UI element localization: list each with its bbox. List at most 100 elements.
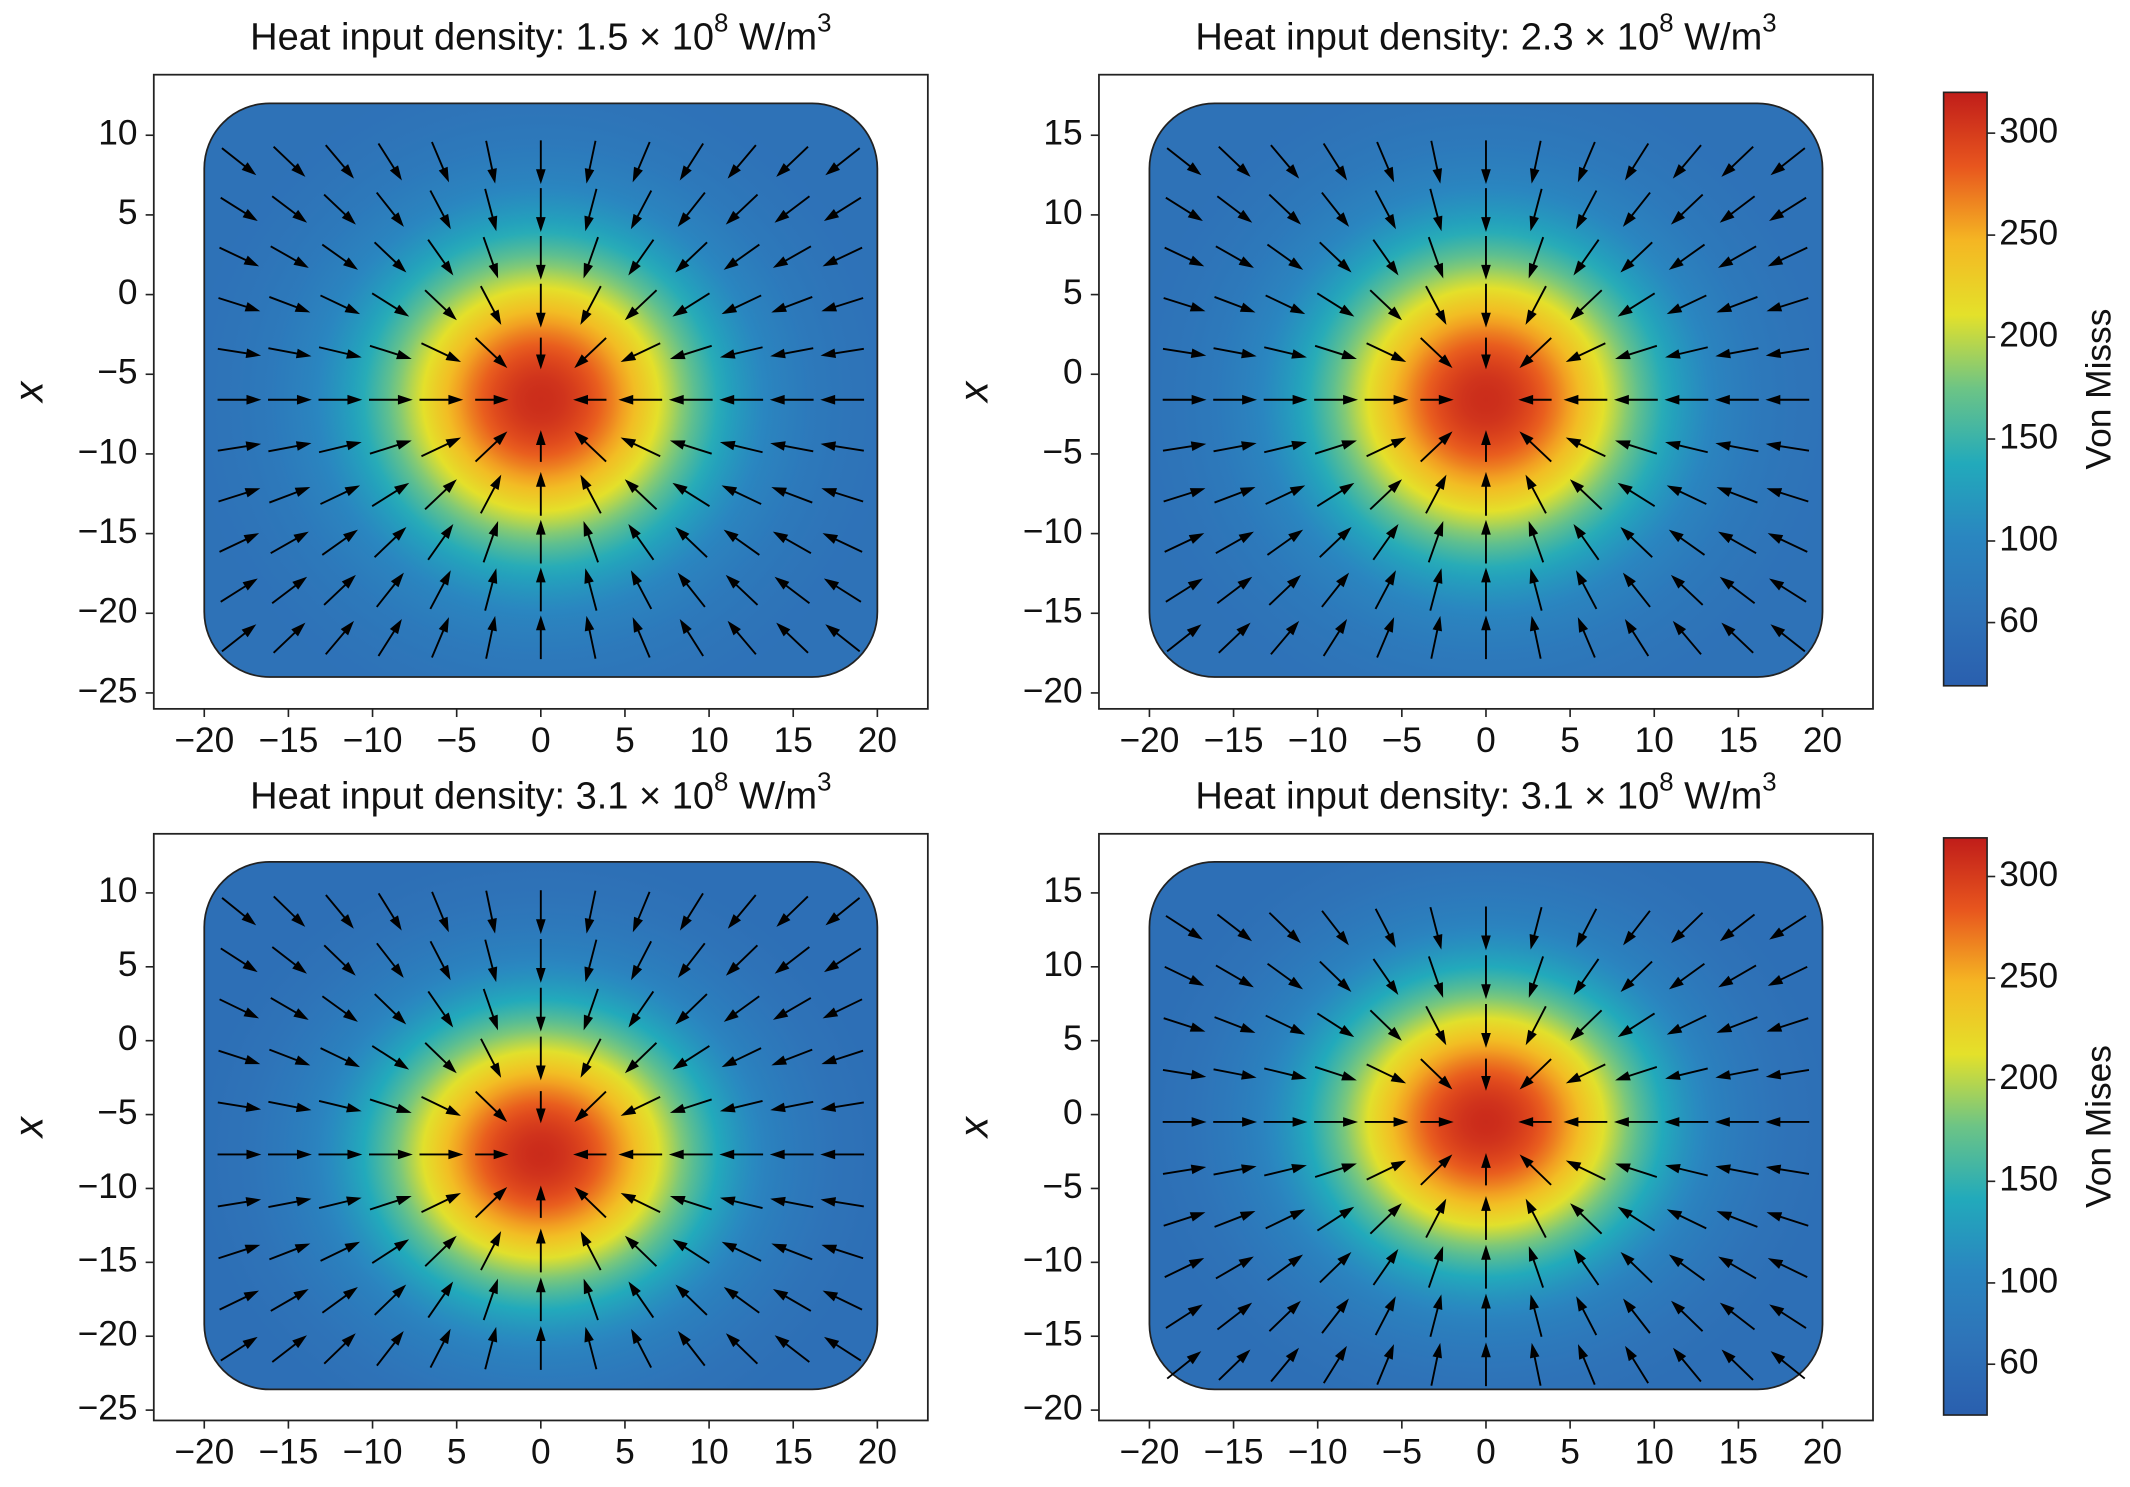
quiver-arrow bbox=[771, 1048, 813, 1066]
y-tick-label: 5 bbox=[1063, 273, 1083, 312]
quiver-arrow bbox=[584, 188, 598, 232]
quiver-arrow bbox=[1321, 910, 1349, 946]
quiver-arrow bbox=[1519, 1154, 1552, 1186]
y-axis-label: x bbox=[950, 380, 996, 404]
quiver-arrow bbox=[272, 622, 306, 654]
panel-title: Heat input density: 2.3 × 108 W/m3 bbox=[1195, 9, 1776, 58]
quiver-arrow bbox=[482, 1278, 498, 1321]
quiver-arrow bbox=[723, 243, 760, 270]
quiver-arrow bbox=[479, 285, 502, 325]
quiver-arrow bbox=[584, 568, 598, 611]
quiver-arrow bbox=[371, 1239, 410, 1264]
quiver-arrow bbox=[1165, 1304, 1203, 1329]
quiver-arrow bbox=[1715, 1164, 1759, 1176]
quiver-arrow bbox=[1266, 1254, 1304, 1281]
quiver-arrow bbox=[1665, 440, 1708, 454]
quiver-arrow bbox=[573, 1149, 607, 1160]
quiver-arrow bbox=[820, 1197, 864, 1208]
quiver-arrow bbox=[1369, 289, 1403, 321]
quiver-arrow bbox=[374, 1284, 407, 1316]
quiver-arrow bbox=[771, 296, 813, 313]
quiver-arrow bbox=[318, 346, 362, 359]
quiver-arrow bbox=[1364, 394, 1409, 405]
y-tick-label: −10 bbox=[1023, 1241, 1083, 1280]
quiver-arrow bbox=[268, 394, 312, 405]
quiver-arrow bbox=[772, 531, 812, 555]
quiver-arrow bbox=[1767, 1258, 1808, 1278]
quiver-arrow bbox=[1216, 576, 1253, 605]
quiver-arrow bbox=[482, 988, 498, 1031]
panel: Heat input density: 3.1 × 108 W/m3 −20 −15… bbox=[950, 768, 2118, 1471]
quiver-arrow bbox=[632, 141, 651, 183]
quiver-arrow bbox=[1215, 245, 1254, 268]
quiver-arrow bbox=[1715, 441, 1759, 453]
quiver-arrow bbox=[1719, 576, 1756, 605]
quiver-arrow bbox=[480, 1231, 502, 1271]
quiver-arrow bbox=[270, 531, 309, 555]
quiver-arrow bbox=[1314, 344, 1357, 360]
quiver-arrow bbox=[318, 1196, 362, 1209]
quiver-arrow bbox=[325, 620, 355, 655]
quiver-arrow bbox=[823, 947, 862, 973]
quiver-arrow bbox=[1215, 1256, 1254, 1280]
panel-title: Heat input density: 3.1 × 108 W/m3 bbox=[1195, 768, 1776, 817]
quiver-arrow bbox=[580, 285, 602, 325]
quiver-arrow bbox=[368, 394, 413, 405]
quiver-arrow bbox=[480, 1038, 502, 1078]
quiver-arrow bbox=[1266, 962, 1304, 990]
quiver-arrow bbox=[1319, 960, 1352, 992]
colorbar-label: Von Mises bbox=[2079, 1045, 2118, 1208]
quiver-arrow bbox=[535, 615, 546, 660]
quiver-arrow bbox=[217, 1149, 262, 1160]
quiver-arrow bbox=[1622, 191, 1651, 227]
quiver-arrow bbox=[474, 337, 508, 369]
quiver-arrow bbox=[1620, 241, 1653, 273]
quiver-arrow bbox=[218, 488, 261, 503]
quiver-arrow bbox=[628, 990, 655, 1028]
quiver-arrow bbox=[1668, 962, 1705, 990]
x-tick-label: −10 bbox=[1288, 1433, 1348, 1472]
title-part: 8 bbox=[1659, 768, 1673, 796]
quiver-arrow bbox=[1620, 527, 1653, 558]
quiver-arrow bbox=[1166, 624, 1202, 653]
quiver-arrow bbox=[1719, 1302, 1756, 1331]
y-tick-label: −20 bbox=[1023, 1388, 1083, 1427]
quiver-arrow bbox=[535, 1277, 546, 1322]
quiver-arrow bbox=[1666, 1209, 1707, 1230]
quiver-arrow bbox=[1719, 195, 1756, 223]
quiver-arrow bbox=[1715, 1068, 1759, 1080]
quiver-arrow bbox=[822, 998, 863, 1019]
quiver-arrow bbox=[271, 946, 307, 974]
quiver-arrow bbox=[1714, 1117, 1759, 1127]
y-tick-label: −25 bbox=[78, 671, 138, 710]
quiver-arrow bbox=[769, 394, 814, 405]
quiver-arrow bbox=[1213, 1117, 1258, 1127]
y-tick-label: 0 bbox=[1063, 1093, 1083, 1132]
quiver-arrow bbox=[584, 140, 597, 184]
quiver-arrow bbox=[318, 440, 362, 454]
quiver-arrow bbox=[630, 570, 653, 610]
quiver-arrow bbox=[774, 946, 810, 974]
quiver-arrow bbox=[535, 939, 546, 983]
quiver-arrow bbox=[421, 342, 462, 362]
quiver-arrow bbox=[219, 533, 260, 553]
quiver-arrow bbox=[421, 437, 462, 458]
quiver-arrow bbox=[535, 890, 546, 935]
quiver-arrow bbox=[1528, 236, 1545, 279]
quiver-arrow bbox=[1617, 1206, 1656, 1232]
quiver-arrow bbox=[220, 578, 258, 603]
quiver-arrow bbox=[1213, 441, 1257, 453]
quiver-arrow bbox=[220, 1336, 258, 1362]
quiver-arrow bbox=[377, 143, 402, 181]
quiver-arrow bbox=[573, 394, 607, 405]
quiver-arrow bbox=[1425, 285, 1447, 325]
quiver-arrow bbox=[1481, 1058, 1491, 1091]
quiver-arrow bbox=[220, 947, 258, 973]
y-tick-label: −25 bbox=[78, 1388, 138, 1427]
quiver-arrow bbox=[269, 1048, 311, 1066]
quiver-arrow bbox=[1372, 958, 1399, 995]
quiver-arrow bbox=[1374, 190, 1396, 230]
quiver-arrow bbox=[677, 1331, 706, 1367]
quiver-arrow bbox=[217, 441, 262, 452]
